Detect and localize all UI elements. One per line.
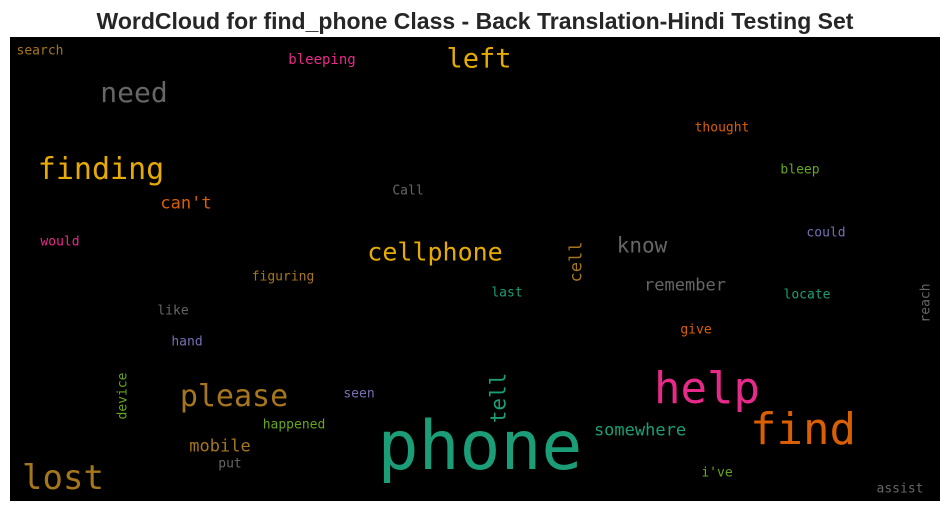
chart-title: WordCloud for find_phone Class - Back Tr… (96, 8, 854, 34)
word-somewhere: somewhere (593, 420, 687, 441)
word-hand: hand (171, 334, 203, 350)
word-bleeping: bleeping (288, 52, 356, 68)
word-finding: finding (37, 152, 165, 187)
word-phone: phone (377, 407, 583, 486)
word-need: need (100, 76, 168, 109)
word-happened: happened (262, 417, 326, 433)
word-know: know (616, 233, 668, 258)
word-seen: seen (343, 386, 375, 402)
word-mobile: mobile (189, 436, 251, 457)
word-find: find (750, 404, 856, 455)
word-lost: lost (22, 458, 104, 498)
word-figuring: figuring (251, 269, 315, 285)
word-remember: remember (644, 275, 726, 296)
word-bleep: bleep (780, 162, 820, 178)
word-put: put (218, 456, 242, 472)
word-cellphone: cellphone (367, 237, 503, 267)
word-please: please (179, 379, 289, 414)
word-like: like (157, 303, 189, 319)
word-assist: assist (876, 481, 924, 497)
word-i-ve: i've (701, 465, 733, 481)
word-reach: reach (918, 283, 934, 323)
word-cell: cell (566, 241, 587, 283)
word-search: search (16, 43, 64, 59)
word-can-t: can't (160, 193, 212, 214)
word-give: give (680, 322, 712, 338)
word-tell: tell (486, 372, 511, 424)
word-call: Call (392, 183, 424, 199)
word-thought: thought (694, 120, 750, 136)
word-help: help (654, 363, 760, 414)
word-would: would (40, 234, 80, 250)
word-cloud-canvas: phone find help lost please finding cellphone n… (10, 37, 940, 501)
word-locate: locate (783, 287, 831, 303)
word-device: device (115, 372, 131, 420)
word-last: last (491, 285, 523, 301)
word-could: could (806, 225, 846, 241)
word-left: left (446, 43, 512, 75)
